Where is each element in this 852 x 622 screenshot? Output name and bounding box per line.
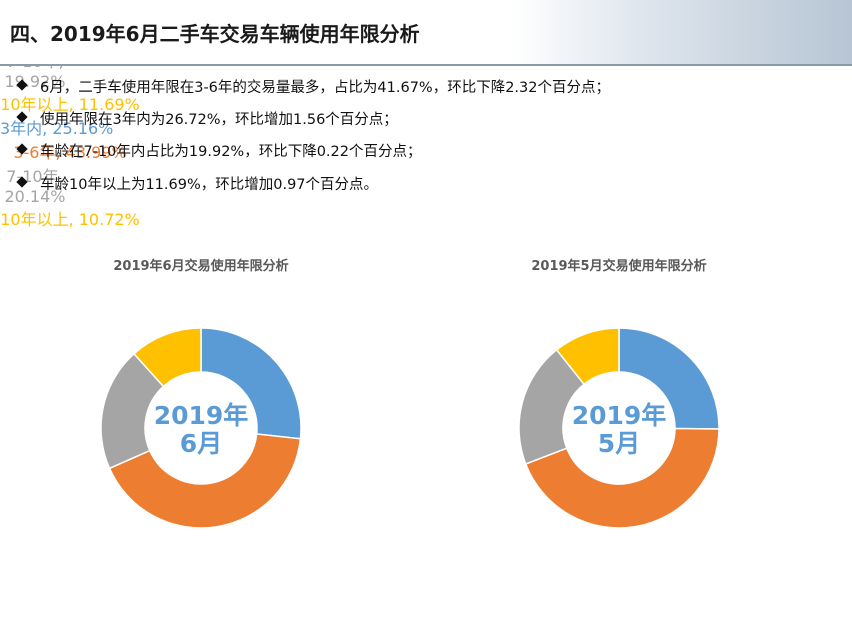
header-title: 四、2019年6月二手车交易车辆使用年限分析 [10,22,420,46]
donut-slice [108,433,302,529]
donut-slice [555,327,620,386]
center-label: 2019年 [154,401,249,430]
donut-slice [524,427,720,529]
center-label: 5月 [598,429,640,458]
header: 四、2019年6月二手车交易车辆使用年限分析 [0,0,852,66]
chart-title: 2019年5月交易使用年限分析 [531,258,706,274]
donut-slice [132,327,202,388]
data-label: 10年以上, 10.72% [0,210,140,229]
bullet: 车龄10年以上为11.69%，环比增加0.97个百分点。 [40,173,378,194]
bullet: 使用年限在3年内为26.72%，环比增加1.56个百分点； [40,108,398,129]
bullet: 6月，二手车使用年限在3-6年的交易量最多，占比为41.67%，环比下降2.32… [40,76,610,97]
bullet: 车龄在7-10年内占比为19.92%，环比下降0.22个百分点； [40,140,421,161]
chart-title: 2019年6月交易使用年限分析 [113,258,288,274]
center-label: 6月 [180,429,222,458]
center-label: 2019年 [572,401,667,430]
donut-slice [200,327,302,440]
